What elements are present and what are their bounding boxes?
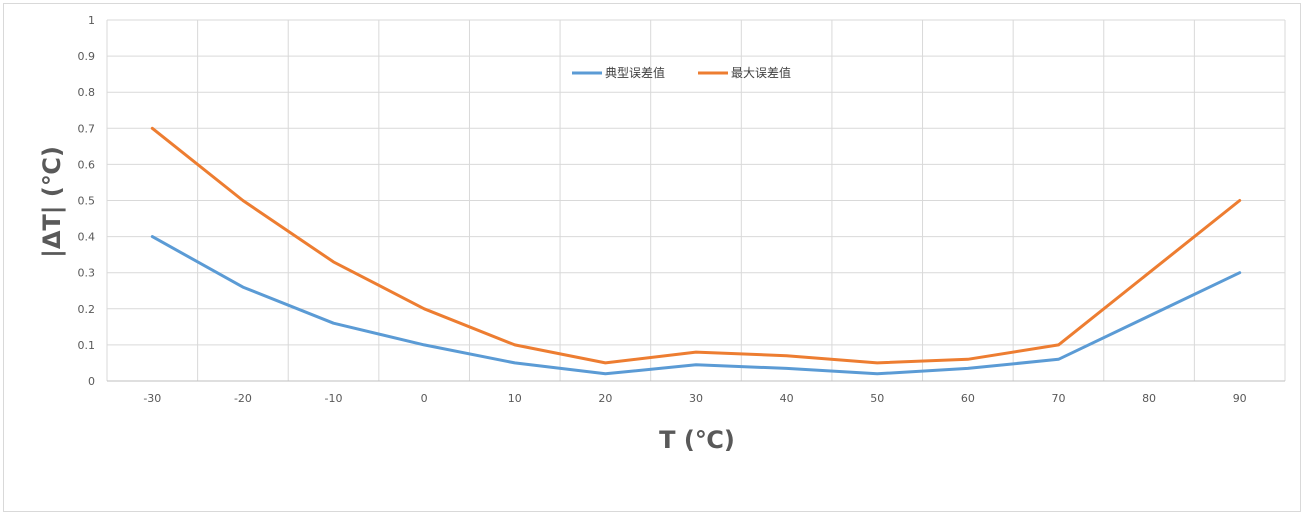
y-tick-label: 0.6	[78, 158, 96, 171]
legend-label-1: 典型误差值	[605, 65, 665, 80]
y-tick-label: 0.9	[78, 50, 96, 63]
x-axis-title: T (℃)	[659, 426, 735, 454]
x-tick-label: 90	[1233, 392, 1247, 405]
chart-frame	[3, 3, 1301, 512]
x-tick-labels: -30 -20 -10 0 10 20 30 40 50 60 70 80 90	[143, 392, 1246, 405]
y-tick-label: 0.3	[78, 267, 96, 280]
x-tick-label: 60	[961, 392, 975, 405]
y-tick-label: 0.8	[78, 86, 96, 99]
x-tick-label: 30	[689, 392, 703, 405]
legend: 典型误差值 最大误差值	[572, 65, 791, 80]
series-lines	[150, 126, 1242, 376]
y-tick-label: 1	[88, 14, 95, 27]
y-tick-labels: 0 0.1 0.2 0.3 0.4 0.5 0.6 0.7 0.8 0.9 1	[78, 14, 96, 388]
series-line-2	[150, 126, 1242, 365]
x-tick-label: 80	[1142, 392, 1156, 405]
y-tick-label: 0.5	[78, 195, 96, 208]
y-axis-title: |ΔT| (℃)	[38, 146, 66, 258]
y-tick-label: 0.4	[78, 231, 96, 244]
x-tick-label: -20	[234, 392, 252, 405]
x-tick-label: -10	[325, 392, 343, 405]
y-tick-label: 0.7	[78, 122, 96, 135]
x-tick-label: -30	[143, 392, 161, 405]
grid-lines	[106, 19, 1286, 381]
y-tick-label: 0	[88, 375, 95, 388]
x-tick-label: 20	[598, 392, 612, 405]
legend-label-2: 最大误差值	[731, 65, 791, 80]
series-line-1	[150, 235, 1242, 376]
y-tick-label: 0.1	[78, 339, 96, 352]
x-tick-label: 40	[780, 392, 794, 405]
x-tick-label: 70	[1051, 392, 1065, 405]
x-tick-label: 10	[508, 392, 522, 405]
x-tick-label: 0	[421, 392, 428, 405]
x-tick-label: 50	[870, 392, 884, 405]
y-tick-label: 0.2	[78, 303, 96, 316]
